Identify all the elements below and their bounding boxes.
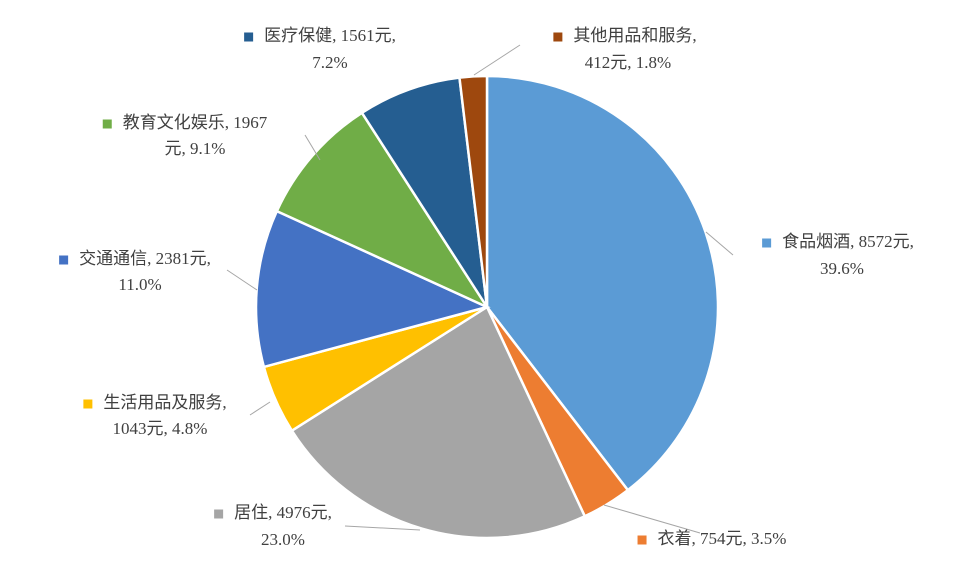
data-label: 教育文化娱乐, 1967 bbox=[123, 113, 268, 132]
data-label: 元, 9.1% bbox=[165, 139, 226, 158]
pie-slice bbox=[485, 74, 720, 492]
pie-slice bbox=[275, 111, 491, 310]
pie-slice bbox=[360, 76, 489, 308]
legend-key bbox=[102, 119, 112, 129]
data-label: 39.6% bbox=[820, 259, 864, 278]
data-label: 食品烟酒, 8572元, bbox=[782, 232, 914, 251]
data-label: 其他用品和服务, bbox=[573, 26, 696, 45]
data-label: 11.0% bbox=[118, 275, 161, 294]
data-label: 1043元, 4.8% bbox=[113, 419, 208, 438]
data-label: 412元, 1.8% bbox=[585, 53, 671, 72]
pie-slice bbox=[458, 74, 489, 308]
legend-key bbox=[637, 535, 647, 545]
legend-key bbox=[83, 399, 93, 409]
legend-key bbox=[244, 32, 254, 42]
leader-line bbox=[603, 504, 701, 534]
legend-key bbox=[59, 255, 69, 265]
data-label: 交通通信, 2381元, bbox=[79, 249, 211, 268]
legend-key bbox=[553, 32, 563, 42]
leader-line bbox=[226, 269, 258, 291]
data-label: 居住, 4976元, bbox=[234, 503, 332, 522]
data-label: 医疗保健, 1561元, bbox=[264, 26, 396, 45]
leader-line bbox=[473, 44, 521, 76]
leader-line bbox=[249, 401, 271, 416]
leader-line bbox=[344, 525, 421, 531]
legend-key bbox=[762, 238, 772, 248]
leader-line bbox=[705, 231, 734, 256]
data-label: 23.0% bbox=[261, 530, 305, 549]
leader-line bbox=[304, 134, 321, 161]
pie-slice bbox=[290, 305, 587, 540]
legend-key bbox=[214, 509, 224, 519]
data-label: 7.2% bbox=[312, 53, 347, 72]
data-label: 衣着, 754元, 3.5% bbox=[658, 529, 787, 548]
pie-slice bbox=[254, 209, 491, 369]
data-label: 生活用品及服务, bbox=[103, 393, 226, 412]
